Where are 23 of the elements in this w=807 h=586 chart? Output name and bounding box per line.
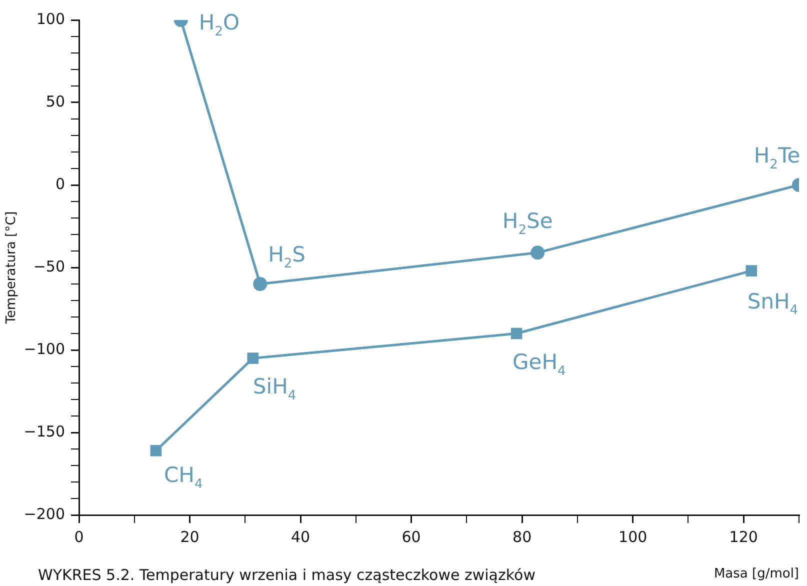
point [510, 328, 522, 340]
x-tick-label: 0 [74, 528, 84, 546]
y-tick-label: −100 [24, 340, 65, 358]
point [530, 246, 545, 260]
point [746, 265, 758, 276]
y-tick-label: 100 [36, 10, 65, 28]
y-tick-label: −150 [24, 422, 65, 440]
x-tick-label: 120 [729, 528, 758, 546]
text: WYKRES 5.2. Temperatury wrzenia i masy cząsteczkowe związków [38, 566, 536, 584]
point [247, 352, 259, 364]
x-tick-label: 20 [180, 528, 200, 546]
y-tick-label: −200 [24, 504, 65, 523]
x-tick-label: 80 [512, 528, 532, 546]
point [253, 277, 268, 291]
y-tick-label: 50 [46, 92, 65, 110]
point [150, 444, 162, 456]
x-tick-label: 100 [618, 528, 648, 546]
x-tick-label: 40 [290, 528, 310, 546]
y-axis-title: Temperatura [°C] [4, 211, 20, 325]
x-tick-label: 60 [402, 528, 421, 546]
y-tick-label: 0 [55, 174, 65, 193]
y-tick-label: −50 [33, 257, 65, 276]
x-axis-title: Masa [g/mol] [714, 566, 799, 582]
